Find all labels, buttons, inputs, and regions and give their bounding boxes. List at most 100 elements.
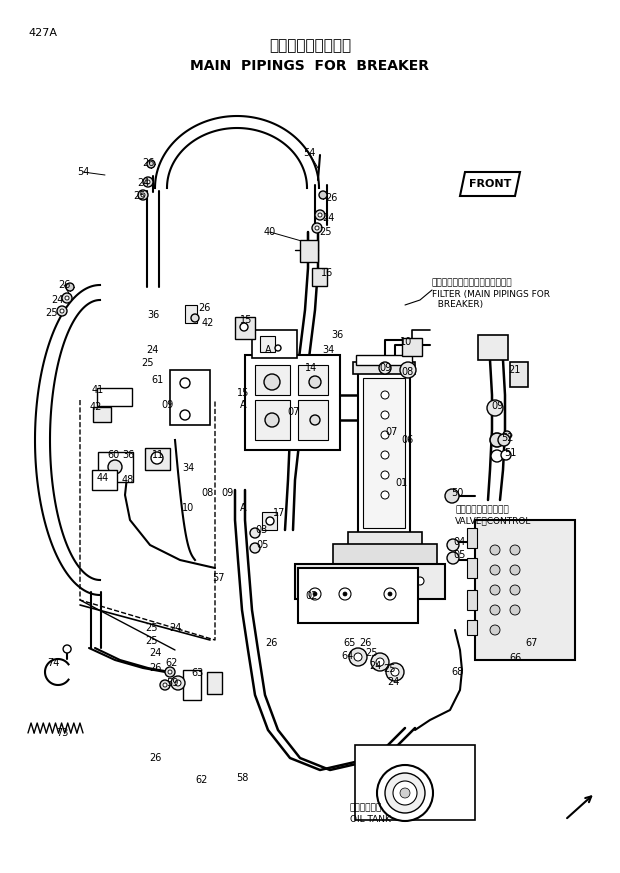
Bar	[298, 365, 328, 395]
Bar	[235, 317, 255, 339]
Text: BREAKER): BREAKER)	[432, 300, 483, 310]
Circle shape	[138, 190, 148, 200]
Text: 11: 11	[152, 450, 164, 460]
Circle shape	[147, 160, 155, 168]
Circle shape	[381, 451, 389, 459]
Circle shape	[318, 213, 322, 217]
Text: 25: 25	[384, 664, 396, 674]
Circle shape	[168, 670, 172, 674]
Text: 62: 62	[196, 775, 208, 785]
Bar	[207, 672, 222, 694]
Circle shape	[309, 376, 321, 388]
Circle shape	[381, 431, 389, 439]
Circle shape	[108, 460, 122, 474]
Text: 15: 15	[237, 388, 249, 398]
Circle shape	[275, 345, 281, 351]
Bar	[467, 620, 477, 635]
Bar	[295, 564, 445, 599]
Text: 09: 09	[162, 400, 174, 410]
Circle shape	[376, 658, 384, 666]
Text: 58: 58	[236, 773, 248, 783]
Bar	[93, 407, 111, 422]
Text: 25: 25	[141, 358, 153, 368]
Text: 73: 73	[56, 728, 68, 738]
Text: 51: 51	[504, 448, 516, 458]
Circle shape	[191, 314, 199, 322]
Bar	[255, 400, 290, 440]
Circle shape	[503, 431, 511, 439]
Circle shape	[146, 180, 150, 184]
Circle shape	[490, 433, 504, 447]
Text: 54: 54	[77, 167, 89, 177]
Text: 42: 42	[90, 402, 102, 412]
Circle shape	[391, 668, 399, 676]
Text: 25: 25	[319, 227, 331, 237]
Text: 21: 21	[508, 365, 520, 375]
Bar	[467, 590, 477, 610]
Circle shape	[386, 663, 404, 681]
Text: 65: 65	[344, 638, 356, 648]
Circle shape	[384, 588, 396, 600]
Circle shape	[250, 543, 260, 553]
Text: 01: 01	[396, 478, 408, 488]
Circle shape	[310, 415, 320, 425]
Bar	[262, 512, 277, 530]
Text: 24: 24	[146, 345, 158, 355]
Circle shape	[309, 588, 321, 600]
Text: 57: 57	[212, 573, 224, 583]
Circle shape	[490, 625, 500, 635]
Text: A: A	[240, 400, 246, 410]
Circle shape	[490, 565, 500, 575]
Circle shape	[143, 177, 153, 187]
Text: 54: 54	[303, 148, 315, 158]
Text: 08: 08	[402, 367, 414, 377]
Text: 63: 63	[191, 668, 203, 678]
Text: 52: 52	[501, 433, 513, 443]
Circle shape	[180, 378, 190, 388]
Text: 66: 66	[509, 653, 521, 663]
Circle shape	[445, 489, 459, 503]
Circle shape	[63, 645, 71, 653]
Circle shape	[490, 605, 500, 615]
Circle shape	[381, 471, 389, 479]
Text: 15: 15	[240, 315, 252, 325]
Text: ブレーカ用本体配管: ブレーカ用本体配管	[269, 38, 351, 53]
Bar	[98, 452, 133, 482]
Text: 67: 67	[526, 638, 538, 648]
Circle shape	[447, 539, 459, 551]
Bar	[510, 362, 528, 387]
Text: オイルタンク: オイルタンク	[350, 803, 383, 813]
Circle shape	[336, 577, 344, 585]
Circle shape	[343, 592, 347, 596]
Bar	[97, 388, 132, 406]
Circle shape	[57, 306, 67, 316]
Circle shape	[160, 680, 170, 690]
Text: 34: 34	[182, 463, 194, 473]
Circle shape	[510, 545, 520, 555]
Text: 36: 36	[331, 330, 343, 340]
Circle shape	[381, 411, 389, 419]
Text: フィルタ（ブレーカ用本体配管）: フィルタ（ブレーカ用本体配管）	[432, 278, 513, 287]
Text: バルブ：コントロール: バルブ：コントロール	[455, 505, 509, 514]
Text: 16: 16	[321, 268, 333, 278]
Text: 17: 17	[273, 508, 285, 518]
Circle shape	[315, 226, 319, 230]
Circle shape	[400, 788, 410, 798]
Circle shape	[400, 362, 416, 378]
Circle shape	[510, 605, 520, 615]
Text: 26: 26	[359, 638, 371, 648]
Text: 03: 03	[255, 525, 267, 535]
Text: 02: 02	[306, 591, 318, 601]
Circle shape	[313, 592, 317, 596]
Text: 08: 08	[202, 488, 214, 498]
Circle shape	[171, 676, 185, 690]
Circle shape	[265, 413, 279, 427]
Text: 24: 24	[322, 213, 334, 223]
Bar	[478, 335, 508, 360]
Text: 44: 44	[97, 473, 109, 483]
Text: 36: 36	[147, 310, 159, 320]
Bar	[300, 240, 318, 262]
Text: 09: 09	[491, 401, 503, 411]
Bar	[245, 355, 340, 450]
Text: 60: 60	[107, 450, 119, 460]
